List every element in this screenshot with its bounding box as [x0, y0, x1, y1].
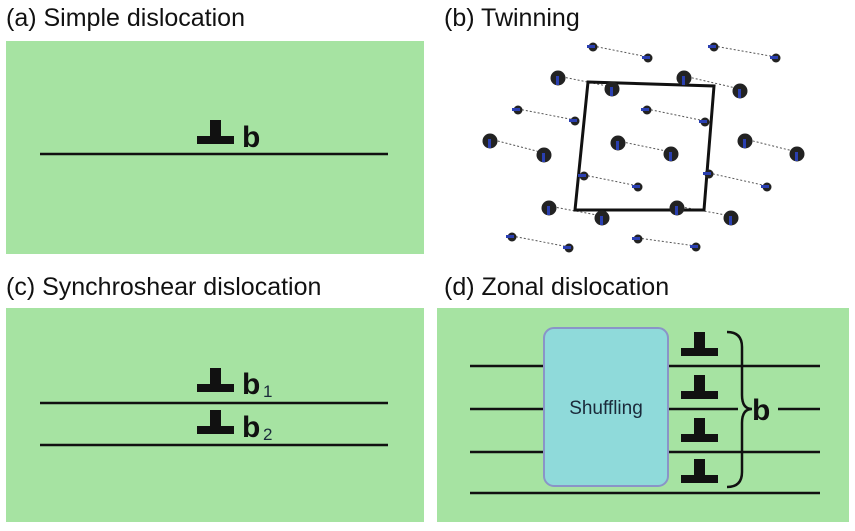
dislocation-symbol-1 — [197, 368, 234, 392]
burgers-vector-label: b — [242, 121, 260, 154]
title-synchroshear-dislocation: (c) Synchroshear dislocation — [6, 273, 322, 301]
twinning-figure — [482, 42, 805, 253]
shift-direction-arrows — [488, 45, 798, 249]
atom-shift-arrows — [489, 45, 798, 248]
dislocation-symbol — [197, 120, 234, 144]
burgers-vector-b2: b — [242, 411, 260, 444]
burgers-subscript-2: 2 — [263, 425, 272, 444]
burgers-vector-b1: b — [242, 368, 260, 401]
twin-unit-cell — [573, 80, 716, 212]
zonal-dislocation-symbols — [681, 332, 718, 483]
shuffling-label: Shuffling — [569, 398, 643, 419]
shuffling-region — [543, 327, 669, 487]
panel-simple-dislocation — [6, 41, 424, 254]
title-twinning: (b) Twinning — [444, 4, 580, 32]
burgers-subscript-1: 1 — [263, 382, 272, 401]
zonal-burgers-label: b — [752, 394, 770, 427]
title-simple-dislocation: (a) Simple dislocation — [6, 4, 245, 32]
title-zonal-dislocation: (d) Zonal dislocation — [444, 273, 670, 301]
atoms-small — [507, 42, 781, 253]
curly-brace — [726, 330, 753, 489]
zonal-dislocation-figure: Shuffling b — [470, 327, 820, 495]
simple-dislocation-figure: b — [40, 120, 388, 156]
atoms-large — [482, 70, 805, 226]
dislocation-symbol-2 — [197, 410, 234, 434]
synchroshear-figure: b 1 b 2 — [40, 368, 388, 447]
